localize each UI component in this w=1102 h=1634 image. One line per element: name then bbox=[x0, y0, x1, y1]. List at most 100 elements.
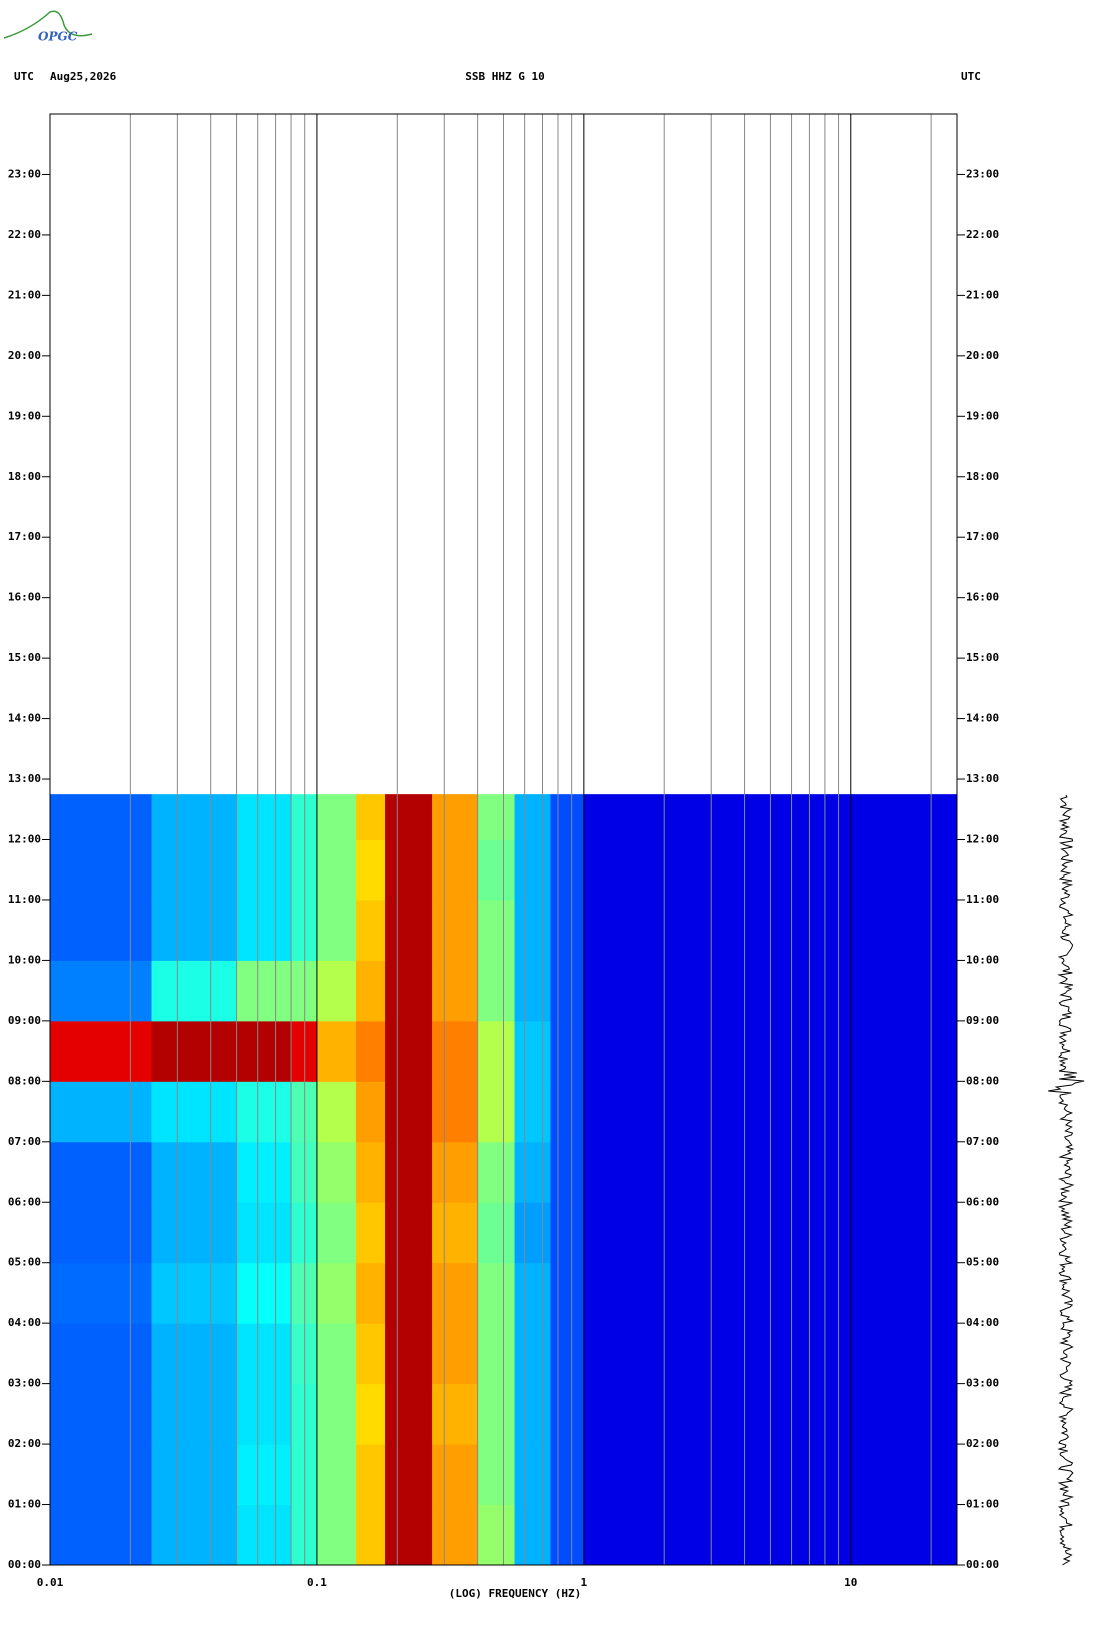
heat-cell bbox=[355, 1202, 386, 1264]
heat-cell bbox=[316, 839, 357, 901]
heat-cell bbox=[550, 794, 585, 840]
heat-cell bbox=[385, 960, 433, 1022]
heat-cell bbox=[514, 1383, 552, 1445]
heat-cell bbox=[432, 1141, 479, 1203]
heat-cell bbox=[477, 1081, 516, 1143]
heat-cell bbox=[316, 1202, 357, 1264]
y-tick-label: 06:00 bbox=[8, 1195, 41, 1208]
heat-cell bbox=[550, 1020, 585, 1082]
y-tick-label: 18:00 bbox=[966, 470, 999, 483]
plot-frame bbox=[49, 113, 958, 1566]
heat-cell bbox=[236, 1444, 292, 1506]
heat-cell bbox=[514, 1262, 552, 1324]
y-tick-label: 03:00 bbox=[8, 1377, 41, 1390]
heat-cell bbox=[477, 839, 516, 901]
heat-cell bbox=[550, 1383, 585, 1445]
logo-swoosh bbox=[3, 10, 93, 39]
heat-cell bbox=[514, 1141, 552, 1203]
heat-cell bbox=[514, 1202, 552, 1264]
heat-cell bbox=[50, 1323, 152, 1385]
y-tick-label: 02:00 bbox=[8, 1437, 41, 1450]
heat-cell bbox=[236, 1323, 292, 1385]
heat-cell bbox=[151, 839, 238, 901]
heat-cell bbox=[355, 1141, 386, 1203]
heat-cell bbox=[355, 794, 386, 840]
heat-cell bbox=[385, 794, 433, 840]
heat-cell bbox=[385, 1444, 433, 1506]
heat-cell bbox=[550, 839, 585, 901]
heat-cell bbox=[236, 1262, 292, 1324]
heat-cell bbox=[385, 1262, 433, 1324]
heat-cell bbox=[151, 794, 238, 840]
y-tick-label: 20:00 bbox=[8, 349, 41, 362]
y-tick-label: 22:00 bbox=[8, 228, 41, 241]
y-tick-label: 21:00 bbox=[966, 288, 999, 301]
y-tick-label: 01:00 bbox=[8, 1498, 41, 1511]
heat-cell bbox=[432, 1262, 479, 1324]
heat-cell bbox=[316, 1141, 357, 1203]
heat-cell bbox=[316, 899, 357, 961]
heat-cell bbox=[151, 1504, 238, 1566]
heat-cell bbox=[514, 1504, 552, 1566]
heat-cell bbox=[514, 960, 552, 1022]
y-tick-label: 08:00 bbox=[8, 1074, 41, 1087]
y-tick-label: 00:00 bbox=[966, 1558, 999, 1571]
heat-cell bbox=[385, 839, 433, 901]
heat-cell bbox=[236, 1383, 292, 1445]
heat-cell bbox=[550, 1262, 585, 1324]
date: Aug25,2026 bbox=[50, 70, 117, 83]
heat-cell bbox=[355, 1020, 386, 1082]
heat-cell bbox=[316, 1020, 357, 1082]
heat-cell bbox=[432, 1383, 479, 1445]
x-tick-label: 1 bbox=[581, 1576, 588, 1589]
y-tick-label: 07:00 bbox=[966, 1135, 999, 1148]
y-tick-label: 16:00 bbox=[8, 591, 41, 604]
y-tick-label: 22:00 bbox=[966, 228, 999, 241]
chart-title: SSB HHZ G 10 bbox=[465, 70, 544, 83]
heat-cell bbox=[236, 839, 292, 901]
heat-cell bbox=[477, 1141, 516, 1203]
y-tick-label: 07:00 bbox=[8, 1135, 41, 1148]
heat-cell bbox=[514, 1081, 552, 1143]
heat-cell bbox=[316, 1444, 357, 1506]
heat-cell bbox=[477, 1262, 516, 1324]
heat-cell bbox=[316, 794, 357, 840]
heat-cell bbox=[316, 1383, 357, 1445]
heat-cell bbox=[477, 1202, 516, 1264]
y-tick-label: 09:00 bbox=[966, 1014, 999, 1027]
heat-cell bbox=[236, 1504, 292, 1566]
heat-cell bbox=[50, 794, 152, 840]
heat-cell bbox=[432, 1081, 479, 1143]
heat-cell bbox=[151, 1141, 238, 1203]
heat-cell bbox=[355, 1383, 386, 1445]
y-tick-label: 10:00 bbox=[966, 953, 999, 966]
heat-cell bbox=[151, 960, 238, 1022]
y-tick-label: 18:00 bbox=[8, 470, 41, 483]
heat-cell bbox=[385, 1383, 433, 1445]
y-tick-label: 20:00 bbox=[966, 349, 999, 362]
x-tick-label: 10 bbox=[844, 1576, 857, 1589]
heat-cell bbox=[355, 1323, 386, 1385]
x-axis-label: (LOG) FREQUENCY (HZ) bbox=[449, 1587, 581, 1600]
y-tick-label: 10:00 bbox=[8, 953, 41, 966]
heat-cell bbox=[432, 960, 479, 1022]
heat-cell bbox=[151, 1262, 238, 1324]
heat-cell bbox=[151, 1081, 238, 1143]
heat-cell bbox=[316, 1081, 357, 1143]
heat-cell bbox=[514, 899, 552, 961]
heat-cell bbox=[355, 839, 386, 901]
y-tick-label: 21:00 bbox=[8, 288, 41, 301]
heat-cell bbox=[550, 960, 585, 1022]
heat-cell bbox=[477, 1323, 516, 1385]
heat-cell bbox=[236, 794, 292, 840]
y-tick-label: 05:00 bbox=[966, 1256, 999, 1269]
heat-cell bbox=[236, 960, 292, 1022]
heat-cell bbox=[432, 794, 479, 840]
y-tick-label: 15:00 bbox=[966, 651, 999, 664]
heat-cell bbox=[550, 1504, 585, 1566]
heat-cell bbox=[50, 1504, 152, 1566]
heat-cell bbox=[50, 1141, 152, 1203]
y-tick-label: 14:00 bbox=[8, 712, 41, 725]
heat-cell bbox=[477, 1444, 516, 1506]
